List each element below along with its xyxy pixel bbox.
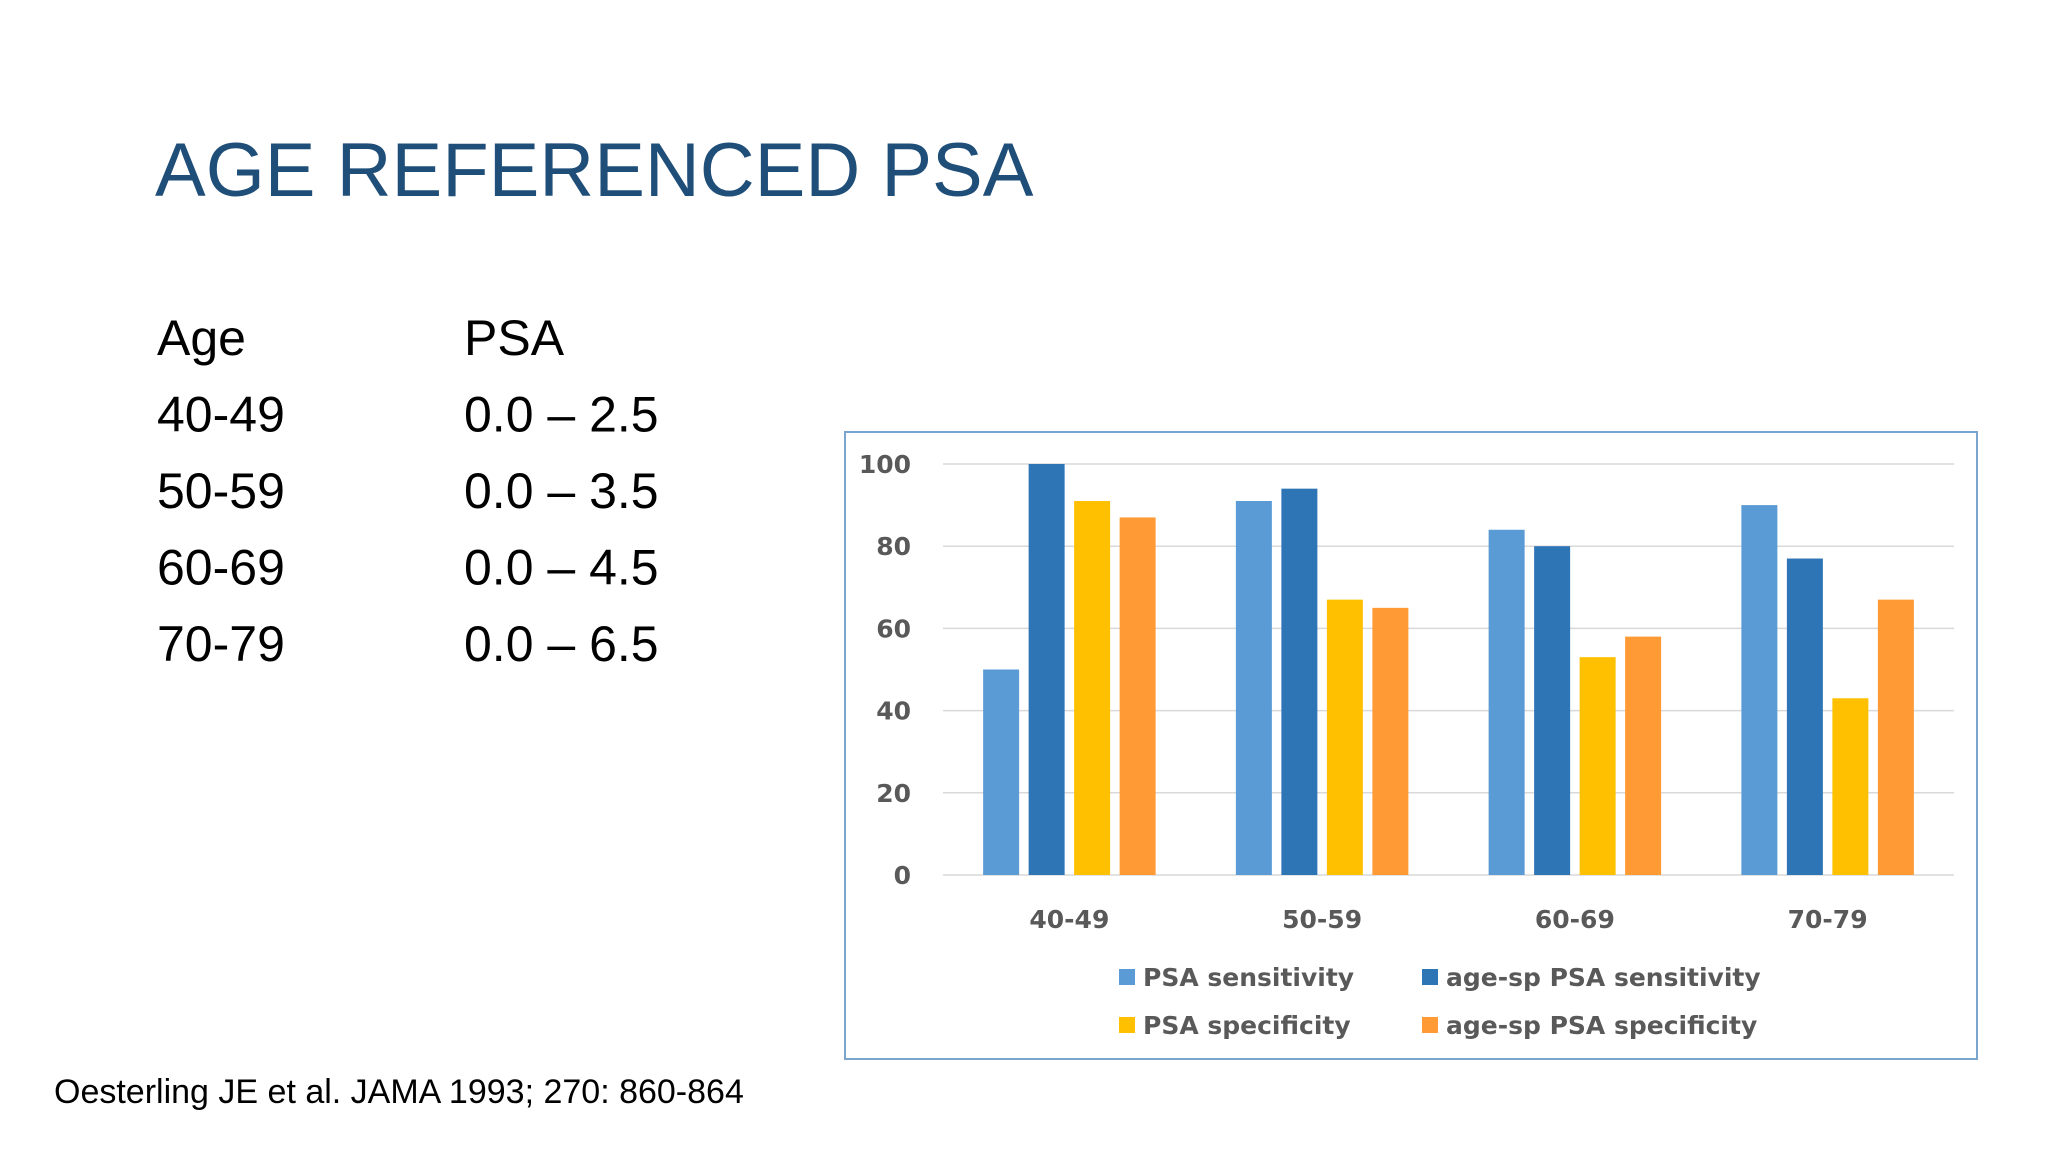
bar [1877, 599, 1914, 875]
bar [1625, 636, 1662, 875]
bar [983, 669, 1020, 875]
slide-title: AGE REFERENCED PSA [155, 128, 1034, 213]
bar [1832, 698, 1869, 875]
table-header: PSA [464, 310, 565, 366]
table-cell: 50-59 [157, 463, 285, 519]
bar [1235, 500, 1272, 875]
table-cell: 70-79 [157, 616, 285, 672]
table-cell: 0.0 – 3.5 [464, 463, 659, 519]
x-tick-label: 40-49 [1029, 905, 1109, 934]
y-tick-label: 60 [876, 614, 911, 643]
citation: Oesterling JE et al. JAMA 1993; 270: 860… [54, 1073, 744, 1111]
bar [1579, 657, 1616, 875]
bar [1074, 500, 1111, 875]
legend-swatch [1119, 1017, 1135, 1033]
y-tick-label: 40 [876, 697, 911, 726]
legend-label: PSA specificity [1143, 1011, 1351, 1040]
bar [1372, 607, 1409, 875]
table-cell: 0.0 – 4.5 [464, 540, 659, 596]
bar [1326, 599, 1363, 875]
table-cell: 0.0 – 2.5 [464, 387, 659, 443]
bar [1786, 558, 1823, 875]
legend-swatch [1422, 1017, 1438, 1033]
x-tick-label: 50-59 [1282, 905, 1362, 934]
legend-swatch [1422, 969, 1438, 985]
legend-label: age-sp PSA sensitivity [1446, 963, 1761, 992]
table-cell: 0.0 – 6.5 [464, 616, 659, 672]
y-tick-label: 100 [859, 450, 911, 479]
legend-label: PSA sensitivity [1143, 963, 1354, 992]
table-cell: 40-49 [157, 387, 285, 443]
x-tick-label: 60-69 [1535, 905, 1615, 934]
table: Age PSA 40-49 0.0 – 2.5 50-59 0.0 – 3.5 60-69 0… [157, 310, 659, 672]
y-tick-label: 0 [894, 861, 911, 890]
y-tick-label: 80 [876, 532, 911, 561]
bar [1119, 517, 1156, 875]
y-tick-label: 20 [876, 779, 911, 808]
bar [1281, 488, 1318, 875]
bar [1534, 546, 1571, 875]
bar [1028, 464, 1065, 875]
bar [1741, 505, 1778, 875]
bar [1488, 529, 1525, 875]
x-tick-label: 70-79 [1788, 905, 1868, 934]
legend-swatch [1119, 969, 1135, 985]
chart: 0 20 40 60 80 100 40-49 50-59 60-69 70-79 PSA sens… [859, 450, 1954, 1040]
legend-label: age-sp PSA specificity [1446, 1011, 1757, 1040]
table-header: Age [157, 310, 246, 366]
table-cell: 60-69 [157, 540, 285, 596]
